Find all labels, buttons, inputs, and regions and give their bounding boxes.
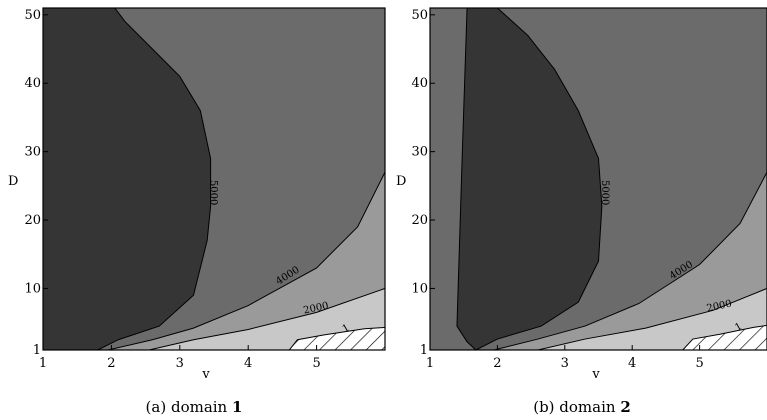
contour-label-2000: 2000 <box>706 298 733 314</box>
contour-label-1: 1 <box>733 321 744 334</box>
x-tick-label: 5 <box>312 356 320 371</box>
caption-b: (b) domain 2 <box>533 398 631 416</box>
y-tick-label: 50 <box>24 8 41 23</box>
x-axis-label: v <box>201 367 210 382</box>
x-tick-label: 2 <box>493 356 501 371</box>
y-tick-label: 40 <box>411 76 428 91</box>
y-tick-label: 10 <box>24 281 41 296</box>
caption-a-prefix: (a) domain <box>146 398 228 416</box>
caption-b-number: 2 <box>620 398 630 416</box>
region-5000 <box>475 8 767 350</box>
contour-label-5000: 5000 <box>208 180 219 205</box>
y-tick-label: 10 <box>411 281 428 296</box>
region-4000 <box>107 171 385 350</box>
caption-b-prefix: (b) domain <box>533 398 616 416</box>
x-tick-label: 5 <box>695 356 703 371</box>
contour-label-1: 1 <box>341 322 352 335</box>
x-tick-label: 1 <box>426 356 434 371</box>
contour-label-2000: 2000 <box>302 301 329 317</box>
region-2000 <box>537 287 767 350</box>
y-tick-label: 30 <box>24 145 41 160</box>
y-axis-label: D <box>396 174 406 189</box>
plot-frame <box>429 7 767 351</box>
y-axis-label: D <box>8 174 18 189</box>
y-tick-label: 20 <box>24 213 41 228</box>
region-5000 <box>97 8 385 350</box>
y-tick-label: 40 <box>24 76 41 91</box>
caption-a-number: 1 <box>232 398 242 416</box>
x-tick-label: 1 <box>39 356 47 371</box>
y-tick-label: 20 <box>411 213 428 228</box>
region-1 <box>682 324 767 350</box>
y-tick-label: 1 <box>420 343 428 358</box>
x-tick-label: 4 <box>244 356 252 371</box>
y-tick-label: 1 <box>33 343 41 358</box>
plot-frame <box>42 7 386 351</box>
region-1 <box>288 326 385 350</box>
contour-label-5000: 5000 <box>599 180 610 205</box>
region-5000-left <box>430 8 477 350</box>
x-tick-label: 4 <box>628 356 636 371</box>
x-tick-label: 2 <box>107 356 115 371</box>
x-axis-label: v <box>591 367 600 382</box>
caption-a: (a) domain 1 <box>146 398 243 416</box>
region-4000 <box>493 171 767 350</box>
x-tick-label: 3 <box>561 356 569 371</box>
y-tick-label: 30 <box>411 145 428 160</box>
x-tick-label: 3 <box>176 356 184 371</box>
y-tick-label: 50 <box>411 8 428 23</box>
